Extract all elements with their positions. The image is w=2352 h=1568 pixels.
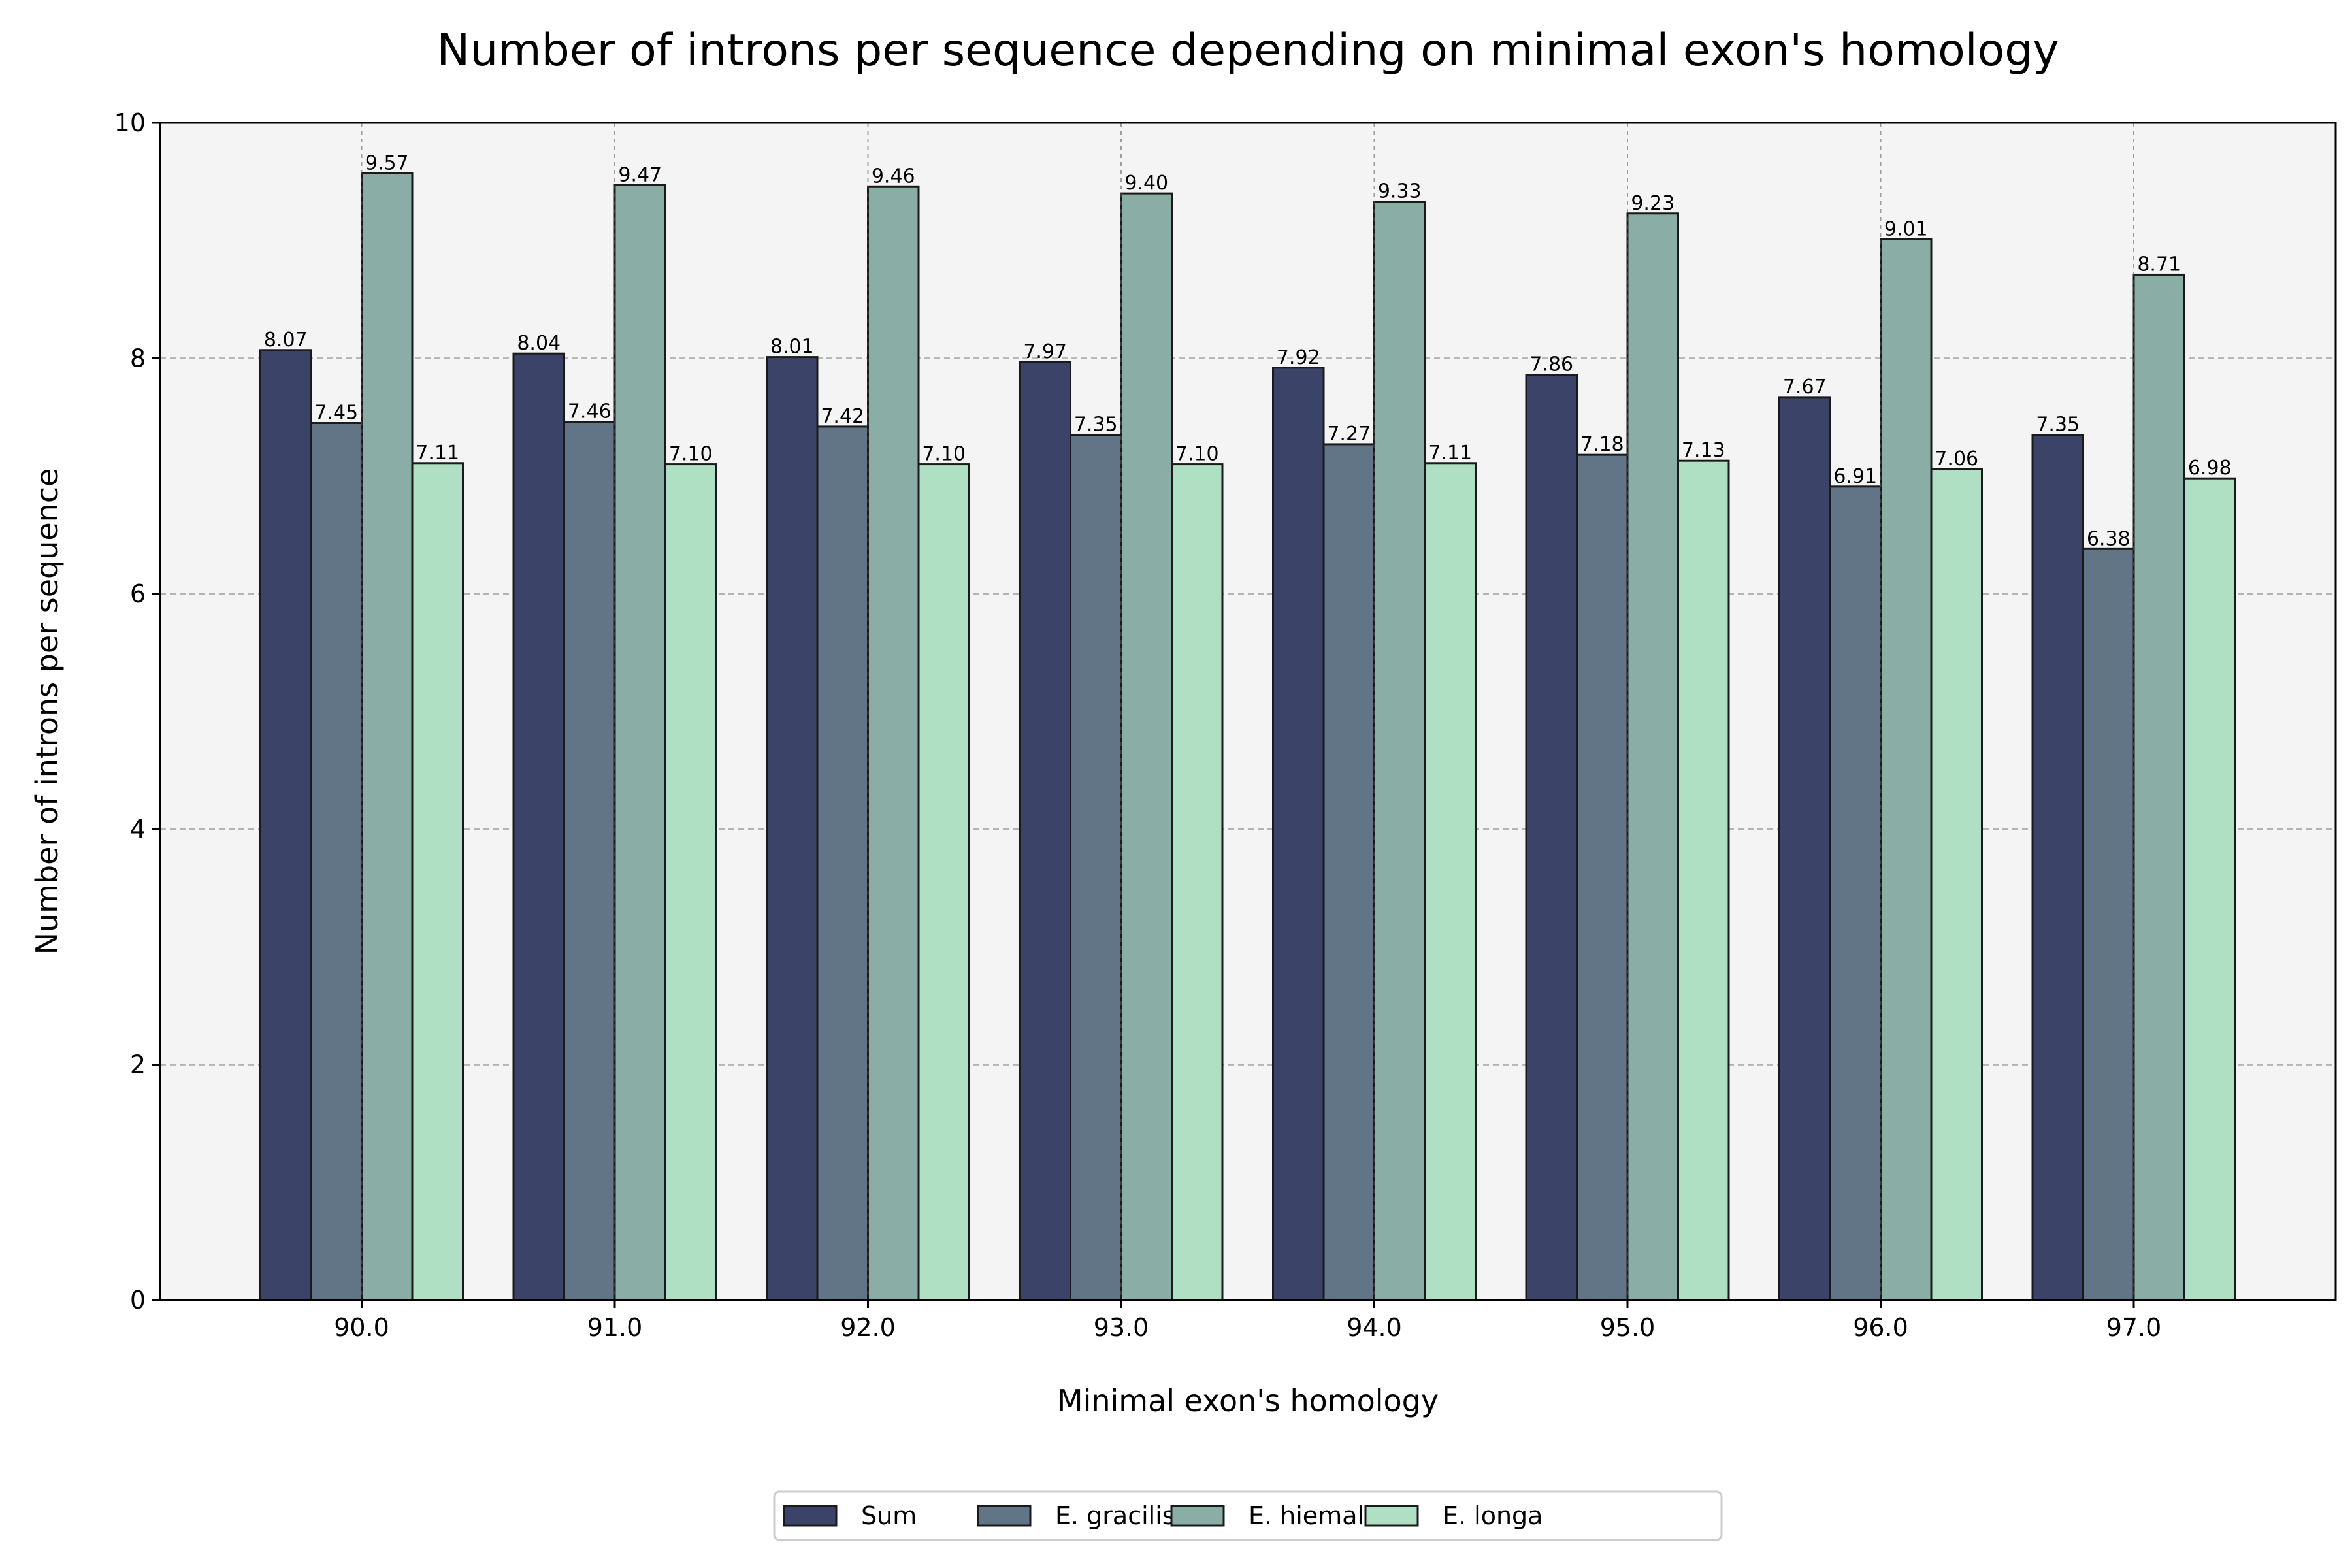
bar-sum bbox=[1019, 361, 1071, 1301]
bar-value-label: 7.45 bbox=[314, 402, 358, 425]
bar-value-label: 9.23 bbox=[1631, 192, 1674, 215]
data-labels-group: 8.07 7.45 9.57 7.11 8.04 7.46 9.47 7.10 8.01 7.42… bbox=[264, 152, 2232, 550]
bar-e-longa bbox=[917, 463, 970, 1301]
vertical-gridlines bbox=[361, 123, 2134, 1300]
bar-e-longa bbox=[1677, 459, 1730, 1301]
bar-value-label: 7.13 bbox=[1682, 439, 1725, 462]
bar-e-gracilis bbox=[1322, 443, 1375, 1301]
x-axis: 90.0 91.0 92.0 93.0 94.0 95.0 96.0 97.0 bbox=[334, 1300, 2161, 1342]
bar-e-hiemalis bbox=[1880, 238, 1933, 1301]
bar-value-label: 7.97 bbox=[1023, 340, 1067, 363]
x-tick-label: 94.0 bbox=[1347, 1313, 1402, 1342]
bar-value-label: 7.27 bbox=[1327, 423, 1371, 446]
bar-value-label: 9.57 bbox=[365, 152, 409, 174]
chart-title: Number of introns per sequence depending… bbox=[436, 25, 2059, 76]
x-axis-label: Minimal exon's homology bbox=[1057, 1383, 1439, 1418]
bar-value-label: 6.91 bbox=[1833, 465, 1877, 488]
legend-swatch bbox=[977, 1505, 1032, 1527]
bar-e-gracilis bbox=[310, 422, 363, 1301]
legend-swatch bbox=[1170, 1505, 1225, 1527]
y-tick-label: 10 bbox=[114, 108, 146, 137]
bar-e-longa bbox=[411, 462, 464, 1301]
bar-value-label: 8.71 bbox=[2137, 253, 2181, 276]
bar-e-hiemalis bbox=[361, 172, 414, 1301]
bar-value-label: 7.35 bbox=[1074, 414, 1118, 436]
legend-label: E. gracilis bbox=[1055, 1501, 1175, 1530]
bar-e-gracilis bbox=[1829, 485, 1882, 1301]
bar-e-longa bbox=[1930, 468, 1983, 1301]
legend-swatch bbox=[1364, 1505, 1419, 1527]
bar-sum bbox=[1778, 396, 1831, 1301]
bar-value-label: 8.04 bbox=[517, 332, 561, 355]
bar-value-label: 7.67 bbox=[1783, 376, 1827, 399]
bars-group bbox=[259, 172, 2236, 1301]
bar-value-label: 7.18 bbox=[1580, 433, 1624, 456]
bar-value-label: 9.40 bbox=[1124, 172, 1168, 195]
x-tick-label: 97.0 bbox=[2106, 1313, 2162, 1342]
bar-e-gracilis bbox=[1576, 453, 1629, 1301]
y-tick-label: 8 bbox=[130, 344, 146, 372]
legend-swatch bbox=[783, 1505, 838, 1527]
bar-e-gracilis bbox=[1070, 434, 1122, 1301]
legend-label: E. hiemalis bbox=[1249, 1501, 1384, 1530]
bar-value-label: 9.47 bbox=[618, 164, 662, 187]
bar-value-label: 9.01 bbox=[1884, 218, 1928, 240]
bar-sum bbox=[1272, 367, 1325, 1301]
bar-e-longa bbox=[1424, 462, 1477, 1301]
bar-e-gracilis bbox=[563, 421, 616, 1301]
bar-value-label: 8.01 bbox=[770, 336, 814, 359]
bar-value-label: 7.10 bbox=[1175, 443, 1219, 466]
bar-value-label: 7.46 bbox=[568, 400, 612, 423]
y-tick-label: 2 bbox=[130, 1051, 146, 1079]
legend-label: E. longa bbox=[1443, 1501, 1543, 1530]
bar-e-hiemalis bbox=[613, 184, 666, 1301]
plot-frame bbox=[159, 122, 2337, 1301]
y-tick-label: 6 bbox=[130, 580, 146, 608]
bar-value-label: 7.35 bbox=[2036, 414, 2080, 436]
bar-e-gracilis bbox=[2082, 547, 2135, 1301]
bar-value-label: 6.98 bbox=[2188, 457, 2232, 480]
bar-value-label: 7.11 bbox=[1428, 442, 1472, 465]
bar-e-hiemalis bbox=[867, 185, 920, 1301]
bar-value-label: 8.07 bbox=[264, 329, 308, 351]
bar-sum bbox=[1525, 374, 1578, 1301]
bar-e-longa bbox=[1171, 463, 1224, 1301]
bar-value-label: 7.10 bbox=[922, 443, 966, 466]
bar-value-label: 7.10 bbox=[669, 443, 713, 466]
x-tick-label: 91.0 bbox=[587, 1313, 643, 1342]
y-axis-label: Number of introns per sequence bbox=[29, 468, 65, 955]
bar-value-label: 7.86 bbox=[1529, 353, 1573, 376]
bar-e-gracilis bbox=[816, 425, 869, 1301]
y-tick-label: 4 bbox=[130, 815, 146, 843]
bar-sum bbox=[259, 349, 312, 1301]
bar-value-label: 7.11 bbox=[416, 442, 459, 465]
bar-e-hiemalis bbox=[1120, 192, 1173, 1301]
legend-box bbox=[773, 1490, 1723, 1541]
bar-value-label: 7.06 bbox=[1935, 448, 1978, 470]
bar-sum bbox=[2031, 434, 2084, 1301]
bar-e-longa bbox=[2183, 477, 2236, 1301]
bar-value-label: 7.92 bbox=[1277, 346, 1320, 369]
x-tick-label: 96.0 bbox=[1853, 1313, 1908, 1342]
x-tick-label: 93.0 bbox=[1094, 1313, 1149, 1342]
bar-sum bbox=[766, 356, 819, 1301]
x-tick-label: 90.0 bbox=[334, 1313, 389, 1342]
bar-value-label: 7.42 bbox=[821, 405, 864, 428]
bar-e-hiemalis bbox=[1626, 212, 1679, 1301]
y-axis: 0 2 4 6 8 10 bbox=[114, 108, 160, 1315]
bar-e-longa bbox=[664, 463, 717, 1301]
x-tick-label: 95.0 bbox=[1600, 1313, 1656, 1342]
bar-sum bbox=[512, 352, 565, 1301]
legend: Sum E. gracilis E. hiemalis E. longa bbox=[773, 1490, 1723, 1541]
plot-area bbox=[160, 123, 2336, 1300]
bar-value-label: 9.33 bbox=[1378, 180, 1422, 203]
bar-value-label: 6.38 bbox=[2087, 527, 2131, 550]
bar-e-hiemalis bbox=[2132, 273, 2185, 1301]
legend-label: Sum bbox=[861, 1501, 917, 1530]
bar-e-hiemalis bbox=[1373, 201, 1426, 1301]
bar-value-label: 9.46 bbox=[872, 165, 915, 188]
x-tick-label: 92.0 bbox=[840, 1313, 896, 1342]
y-tick-label: 0 bbox=[130, 1286, 146, 1315]
